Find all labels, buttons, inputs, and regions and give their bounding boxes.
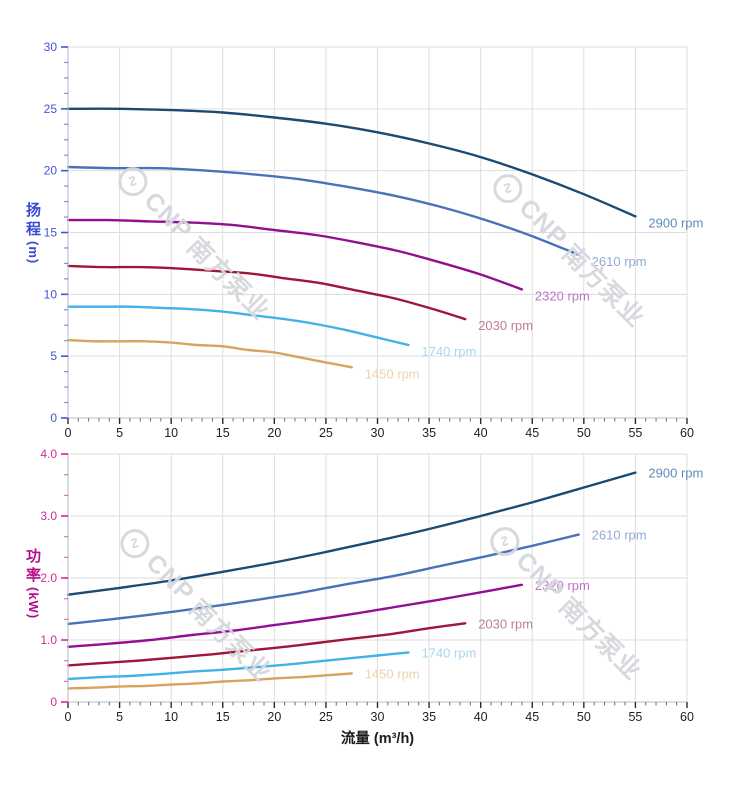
curve-label-2900rpm: 2900 rpm bbox=[648, 215, 703, 230]
x-tick-label: 20 bbox=[267, 426, 281, 440]
x-tick-label: 15 bbox=[216, 710, 230, 724]
x-tick-label: 15 bbox=[216, 426, 230, 440]
head-axis-title-text: 扬程 bbox=[25, 202, 41, 238]
curve-label-1450rpm: 1450 rpm bbox=[365, 666, 420, 681]
curve-1740rpm bbox=[66, 305, 410, 347]
power-axis-unit: (kW) bbox=[26, 587, 41, 620]
y-tick-label: 0 bbox=[50, 411, 57, 425]
y-tick-label: 20 bbox=[44, 164, 58, 178]
curve-2900rpm bbox=[66, 107, 637, 218]
power-vs-flow-curves bbox=[66, 471, 637, 690]
curve-2030rpm bbox=[66, 622, 467, 667]
y-tick-label: 10 bbox=[44, 287, 58, 301]
curve-label-2320rpm: 2320 rpm bbox=[535, 578, 590, 593]
y-tick-label: 15 bbox=[44, 226, 58, 240]
curve-2320rpm bbox=[66, 583, 524, 648]
curve-label-2610rpm: 2610 rpm bbox=[592, 528, 647, 543]
x-tick-label: 5 bbox=[116, 710, 123, 724]
power-vs-flow-ticks: 0 5 10 15 20 25 30 35 40 45 50 55 60 0 1.0 2.0 3.0 4.0 bbox=[40, 447, 694, 724]
x-tick-label: 10 bbox=[164, 710, 178, 724]
curve-label-1740rpm: 1740 rpm bbox=[421, 645, 476, 660]
y-tick-label: 3.0 bbox=[40, 509, 57, 523]
curve-1450rpm bbox=[66, 338, 353, 369]
curve-1740rpm bbox=[66, 651, 410, 681]
y-tick-label: 1.0 bbox=[40, 633, 57, 647]
x-tick-label: 45 bbox=[525, 710, 539, 724]
curve-2610rpm bbox=[66, 165, 580, 256]
x-tick-label: 45 bbox=[525, 426, 539, 440]
x-tick-label: 20 bbox=[267, 710, 281, 724]
power-axis-title-text: 功率 bbox=[25, 548, 41, 584]
curve-label-1740rpm: 1740 rpm bbox=[421, 344, 476, 359]
x-tick-label: 25 bbox=[319, 710, 333, 724]
x-tick-label: 0 bbox=[65, 426, 72, 440]
x-tick-label: 25 bbox=[319, 426, 333, 440]
x-axis-title: 流量 (m³/h) bbox=[340, 731, 415, 747]
y-tick-label: 30 bbox=[44, 40, 58, 54]
head-axis-unit: (m) bbox=[26, 241, 41, 265]
curve-label-2320rpm: 2320 rpm bbox=[535, 288, 590, 303]
head-y-axis-title: 扬程 (m) bbox=[25, 201, 42, 264]
x-tick-label: 60 bbox=[680, 426, 694, 440]
x-tick-label: 35 bbox=[422, 710, 436, 724]
curve-2320rpm bbox=[66, 218, 524, 291]
curve-label-2030rpm: 2030 rpm bbox=[478, 616, 533, 631]
x-tick-label: 60 bbox=[680, 710, 694, 724]
curve-label-2610rpm: 2610 rpm bbox=[592, 254, 647, 269]
head-vs-flow-grid bbox=[68, 46, 688, 418]
curve-2030rpm bbox=[66, 264, 467, 321]
x-tick-label: 5 bbox=[116, 426, 123, 440]
head-vs-flow-curves bbox=[66, 107, 637, 369]
x-tick-label: 55 bbox=[628, 710, 642, 724]
head-vs-flow-ticks: 0 5 10 15 20 25 30 35 40 45 50 55 60 0 5 10 15 20 25 30 bbox=[44, 40, 694, 440]
y-tick-label: 2.0 bbox=[40, 571, 57, 585]
y-tick-label: 4.0 bbox=[40, 447, 57, 461]
x-tick-label: 50 bbox=[577, 710, 591, 724]
y-tick-label: 25 bbox=[44, 102, 58, 116]
x-tick-label: 40 bbox=[474, 710, 488, 724]
x-tick-label: 0 bbox=[65, 710, 72, 724]
y-tick-label: 0 bbox=[50, 695, 57, 709]
curve-label-2030rpm: 2030 rpm bbox=[478, 318, 533, 333]
x-tick-label: 35 bbox=[422, 426, 436, 440]
x-tick-label: 50 bbox=[577, 426, 591, 440]
curve-2900rpm bbox=[66, 471, 637, 596]
curve-label-1450rpm: 1450 rpm bbox=[365, 366, 420, 381]
power-y-axis-title: 功率 (kW) bbox=[25, 547, 42, 619]
x-tick-label: 40 bbox=[474, 426, 488, 440]
x-tick-label: 30 bbox=[371, 426, 385, 440]
curve-2610rpm bbox=[66, 533, 580, 626]
curve-label-2900rpm: 2900 rpm bbox=[648, 466, 703, 481]
curve-1450rpm bbox=[66, 672, 353, 690]
x-tick-label: 55 bbox=[628, 426, 642, 440]
y-tick-label: 5 bbox=[50, 349, 57, 363]
x-tick-label: 30 bbox=[371, 710, 385, 724]
x-tick-label: 10 bbox=[164, 426, 178, 440]
